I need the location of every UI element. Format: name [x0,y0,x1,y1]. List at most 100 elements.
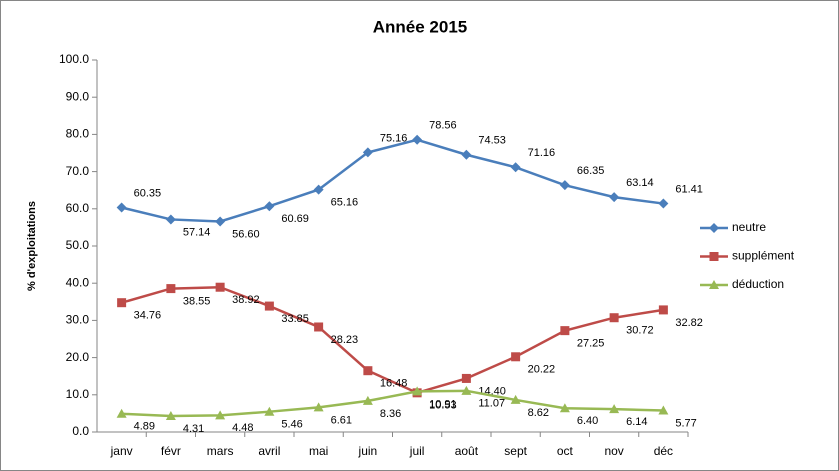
legend-label: déduction [732,277,784,291]
data-label: 6.40 [577,415,598,427]
marker [116,202,127,213]
data-label: 8.62 [528,407,549,419]
data-label: 27.25 [577,338,605,350]
legend-marker [709,280,719,289]
marker [166,284,176,294]
data-label: 10.53 [429,400,457,412]
marker [412,134,423,145]
data-label: 33.85 [281,313,309,325]
marker [609,313,619,323]
marker [264,201,275,212]
x-tick-label: avril [258,444,280,458]
marker [215,410,226,420]
marker [165,410,176,420]
y-tick-label: 40.0 [66,275,90,289]
marker [609,404,620,414]
marker [510,162,521,173]
marker [609,192,620,203]
data-label: 6.61 [331,414,352,426]
marker [117,298,127,308]
data-label: 16.48 [380,378,408,390]
y-tick-label: 70.0 [66,164,90,178]
marker [560,326,570,336]
marker [313,402,324,412]
legend-label: supplément [732,249,795,263]
data-label: 11.07 [478,398,505,410]
data-label: 30.72 [626,325,654,337]
legend-marker [709,252,719,261]
marker [658,198,669,209]
x-tick-label: févr [161,444,181,458]
marker [362,395,373,405]
x-tick-label: sept [504,444,527,458]
marker [510,394,521,404]
data-label: 61.41 [675,183,703,195]
data-label: 75.16 [380,132,408,144]
x-tick-label: nov [604,444,623,458]
data-label: 65.16 [331,197,359,209]
marker [313,184,324,195]
marker [511,352,521,362]
y-tick-label: 0.0 [72,424,89,438]
marker [461,373,471,383]
data-label: 34.76 [134,310,162,322]
series-line [121,389,664,418]
data-label: 4.89 [134,421,155,433]
marker [362,147,373,158]
marker [363,366,373,376]
marker [658,305,668,315]
y-tick-label: 10.0 [66,387,90,401]
data-label: 60.35 [134,187,162,199]
y-tick-label: 90.0 [66,89,90,103]
marker [264,406,275,416]
data-label: 10.91 [429,398,457,410]
data-label: 63.14 [626,177,654,189]
y-tick-label: 20.0 [66,350,90,364]
marker [559,180,570,191]
x-tick-label: mai [309,444,328,458]
y-axis-label: % d'exploitations [26,201,38,291]
marker [559,403,570,413]
data-label: 32.82 [675,317,703,329]
chart-title: Année 2015 [373,17,468,36]
marker [264,301,274,311]
marker [165,214,176,225]
y-tick-label: 50.0 [66,238,90,252]
marker [215,282,225,292]
data-label: 28.23 [331,334,359,346]
marker [412,386,423,396]
data-label: 5.77 [675,417,696,429]
marker [215,216,226,227]
x-tick-label: déc [654,444,673,458]
data-label: 4.48 [232,422,253,434]
legend-marker [709,223,719,233]
legend-label: neutre [732,220,766,234]
y-tick-label: 100.0 [59,52,89,66]
x-tick-label: juil [409,444,425,458]
data-label: 38.55 [183,296,211,308]
marker [461,385,472,395]
data-label: 78.56 [429,120,457,132]
data-label: 60.69 [281,213,309,225]
x-tick-label: oct [557,444,574,458]
data-label: 56.60 [232,228,260,240]
x-tick-label: août [455,444,479,458]
data-label: 71.16 [528,147,556,159]
data-label: 66.35 [577,165,605,177]
marker [314,322,324,332]
x-tick-label: juin [358,444,378,458]
data-label: 74.53 [478,135,506,147]
data-label: 6.14 [626,416,647,428]
series-line [121,138,664,223]
marker [461,149,472,160]
x-tick-label: mars [207,444,234,458]
data-label: 5.46 [281,419,302,431]
data-label: 20.22 [528,364,556,376]
marker [116,408,127,418]
x-tick-label: janv [110,444,133,458]
data-label: 8.36 [380,408,401,420]
y-tick-label: 60.0 [66,201,90,215]
data-label: 4.31 [183,423,204,435]
